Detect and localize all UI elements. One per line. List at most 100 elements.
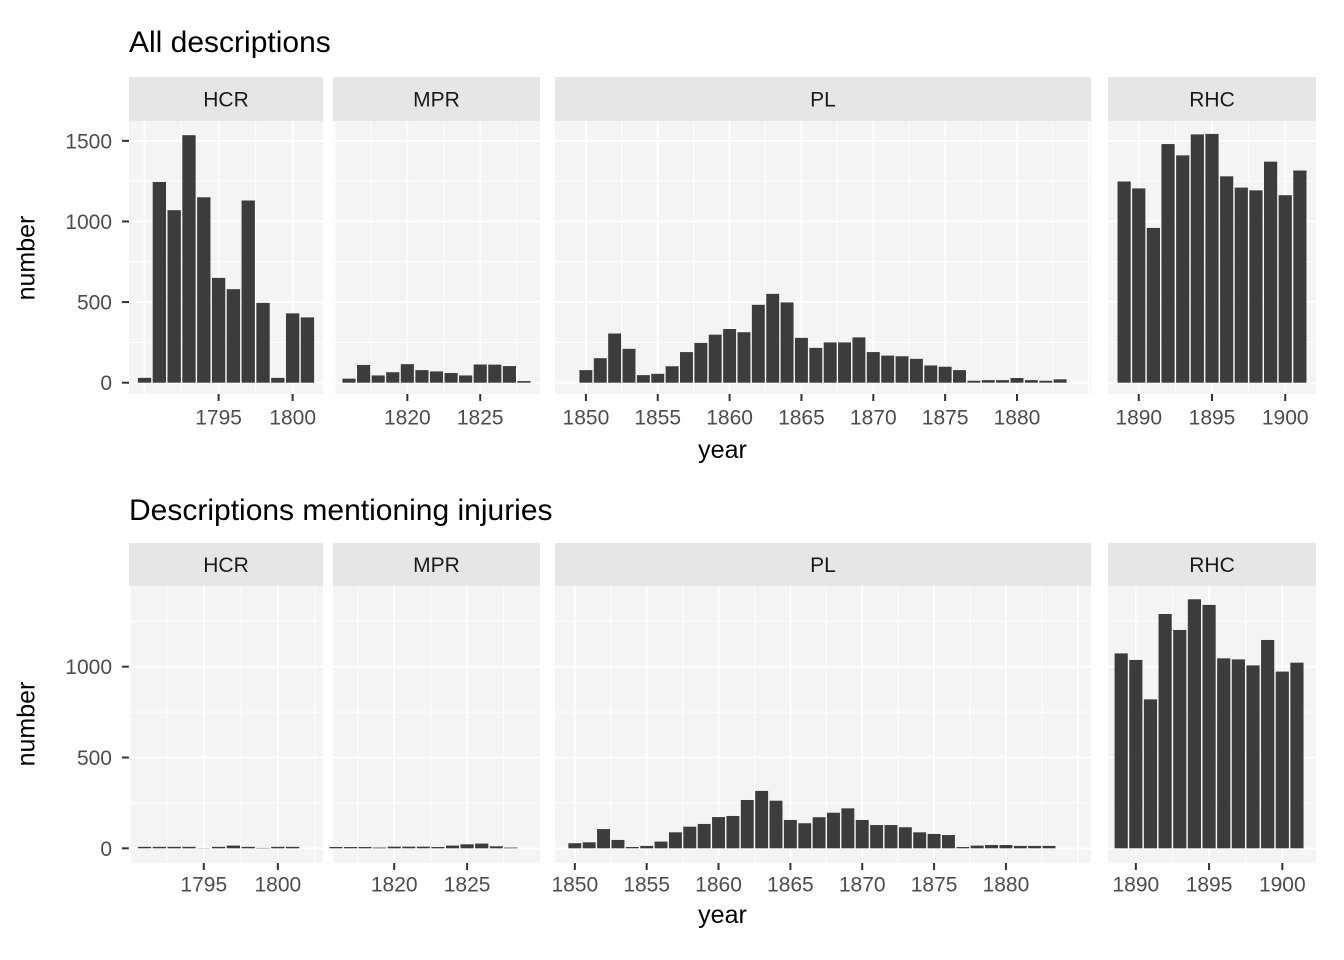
bar — [182, 846, 196, 849]
facet-strip — [333, 77, 540, 121]
x-tick-label: 1825 — [457, 407, 504, 430]
facet-strip-label: HCR — [203, 89, 249, 112]
facet-strip-label: PL — [810, 89, 836, 112]
x-tick-label: 1850 — [551, 874, 598, 897]
x-tick-label: 1820 — [371, 874, 418, 897]
bar — [668, 832, 682, 849]
bar — [475, 843, 489, 849]
bar — [608, 333, 622, 383]
bar — [1217, 658, 1231, 849]
x-tick-label: 1825 — [444, 874, 491, 897]
bar — [416, 846, 430, 849]
bar — [402, 846, 416, 849]
x-tick-label: 1855 — [623, 874, 670, 897]
x-tick-label: 1880 — [994, 407, 1041, 430]
bar — [1264, 161, 1278, 383]
bar — [780, 302, 794, 383]
bar — [373, 847, 387, 849]
bar — [517, 381, 531, 383]
facet-strip-label: RHC — [1189, 554, 1235, 577]
bar — [431, 847, 445, 849]
x-tick-label: 1860 — [706, 407, 753, 430]
bar — [400, 364, 414, 383]
bar — [651, 373, 665, 383]
y-tick-label: 1000 — [65, 656, 112, 679]
x-tick-label: 1895 — [1189, 407, 1236, 430]
bar — [211, 846, 226, 849]
facet-strip — [333, 543, 540, 586]
bar — [683, 826, 697, 849]
bar — [1010, 378, 1024, 383]
x-axis-title-bottom: year — [698, 901, 747, 929]
bar — [1024, 380, 1038, 383]
bar — [1146, 227, 1160, 383]
x-tick-label: 1820 — [384, 407, 431, 430]
bar — [967, 380, 981, 383]
bar — [1246, 665, 1260, 849]
bar — [226, 845, 241, 849]
bar — [445, 845, 460, 849]
bar — [924, 365, 938, 383]
bar — [783, 819, 797, 849]
bar — [636, 375, 650, 383]
bar — [1042, 845, 1056, 849]
bar — [329, 847, 343, 849]
bar — [371, 375, 385, 383]
bar — [137, 846, 152, 849]
x-tick-label: 1860 — [695, 874, 742, 897]
bar — [1114, 653, 1128, 849]
bar — [625, 847, 639, 849]
bar — [1278, 195, 1292, 383]
bar — [622, 348, 636, 383]
y-tick-label: 500 — [77, 747, 112, 770]
bar — [1129, 659, 1143, 849]
bar — [211, 277, 226, 383]
bar — [866, 352, 880, 383]
bar — [582, 842, 596, 849]
bar — [444, 373, 458, 383]
bar — [1132, 188, 1146, 383]
bar — [1290, 662, 1304, 849]
x-tick-label: 1870 — [850, 407, 897, 430]
bar — [766, 293, 780, 383]
x-tick-label: 1875 — [911, 874, 958, 897]
bar — [489, 846, 503, 849]
bar — [342, 378, 356, 383]
panel-background — [555, 586, 1091, 863]
x-tick-label: 1850 — [563, 407, 610, 430]
x-tick-label: 1870 — [839, 874, 886, 897]
bar — [751, 304, 765, 383]
bar — [579, 370, 593, 383]
bar — [1205, 133, 1219, 383]
bar — [1173, 629, 1187, 849]
x-tick-label: 1900 — [1259, 874, 1306, 897]
bar — [640, 845, 654, 849]
bar — [285, 846, 300, 849]
bar — [726, 815, 740, 849]
facet-strip — [129, 543, 323, 586]
x-tick-label: 1880 — [983, 874, 1030, 897]
bar — [611, 839, 625, 849]
bar — [956, 847, 970, 849]
y-tick-label: 1500 — [65, 130, 112, 153]
bar — [654, 841, 668, 849]
bar — [812, 817, 826, 849]
bar — [881, 355, 895, 383]
facet-strip — [555, 77, 1091, 121]
panel-background — [129, 586, 323, 863]
bar — [694, 342, 708, 383]
bar — [241, 846, 255, 849]
bar — [241, 200, 255, 383]
bar — [841, 808, 855, 849]
bar — [884, 825, 898, 849]
bar — [827, 812, 840, 849]
bar — [358, 847, 372, 849]
bar — [502, 366, 516, 383]
bar — [300, 317, 315, 383]
bar — [723, 329, 737, 383]
bar — [1293, 170, 1307, 383]
facet-strip-label: MPR — [413, 89, 460, 112]
bar — [996, 380, 1010, 383]
